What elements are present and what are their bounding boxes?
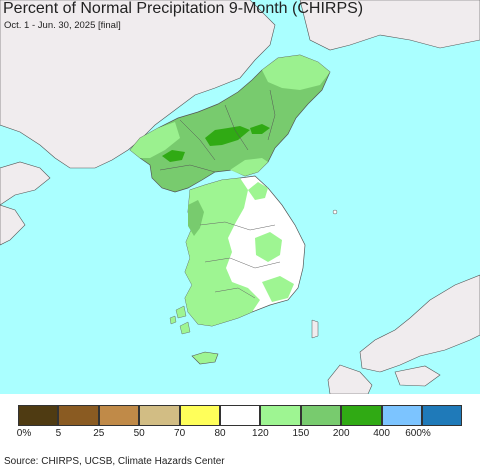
- southwest-islands: [169, 305, 191, 335]
- japan-shikoku: [394, 365, 441, 387]
- legend-label: 50: [133, 428, 145, 439]
- nk-dark-patch-1: [205, 126, 250, 146]
- legend-label: 150: [292, 428, 310, 439]
- legend-label: 70: [174, 428, 186, 439]
- russia-land: [299, 0, 480, 51]
- source-credit: Source: CHIRPS, UCSB, Climate Hazards Ce…: [4, 456, 225, 467]
- map-subtitle: Oct. 1 - Jun. 30, 2025 [final]: [4, 20, 121, 31]
- nk-dark-patch-3: [250, 124, 270, 134]
- legend-label: 25: [93, 428, 105, 439]
- legend-swatch: [381, 405, 422, 426]
- sk-green-northeast: [248, 182, 268, 200]
- nk-light-band-west: [130, 122, 180, 158]
- map-title: Percent of Normal Precipitation 9-Month …: [3, 0, 364, 17]
- legend-swatch: [179, 405, 220, 426]
- legend-label: 5: [55, 428, 62, 439]
- sk-green-southeast: [262, 276, 294, 302]
- china-coast-south: [0, 204, 26, 246]
- sk-province-lines: [199, 221, 281, 299]
- island-ulleung: [332, 209, 338, 215]
- legend: 0% 5 25 50 70 80 120 150 200 400 600%: [0, 400, 480, 450]
- sk-green-west: [185, 178, 260, 326]
- sk-green-center: [255, 232, 282, 262]
- legend-label: 200: [332, 428, 350, 439]
- china-land: [0, 0, 276, 169]
- nk-dark-patch-2: [162, 150, 185, 162]
- japan-kyushu: [327, 364, 373, 394]
- legend-swatch: [220, 405, 261, 426]
- legend-swatch: [341, 405, 382, 426]
- legend-label: 400: [373, 428, 390, 439]
- island-tsushima: [311, 319, 319, 339]
- legend-label: 80: [214, 428, 226, 439]
- legend-swatch: [98, 405, 140, 426]
- legend-label: 0%: [16, 428, 32, 439]
- legend-label: 600%: [405, 428, 431, 439]
- legend-swatch: [18, 405, 59, 426]
- nk-light-band-east: [230, 158, 268, 176]
- japan-honshu: [359, 274, 480, 373]
- island-jeju: [191, 351, 219, 365]
- sk-darkgreen-west: [188, 200, 204, 236]
- precipitation-map: [0, 0, 480, 394]
- legend-swatch: [58, 405, 99, 426]
- shandong-land: [0, 161, 51, 206]
- nk-light-band: [262, 55, 330, 90]
- legend-swatch: [260, 405, 301, 426]
- legend-swatch: [422, 405, 463, 426]
- legend-swatch: [139, 405, 180, 426]
- legend-label: 120: [252, 428, 269, 439]
- nk-province-lines: [159, 89, 276, 173]
- legend-swatch: [300, 405, 342, 426]
